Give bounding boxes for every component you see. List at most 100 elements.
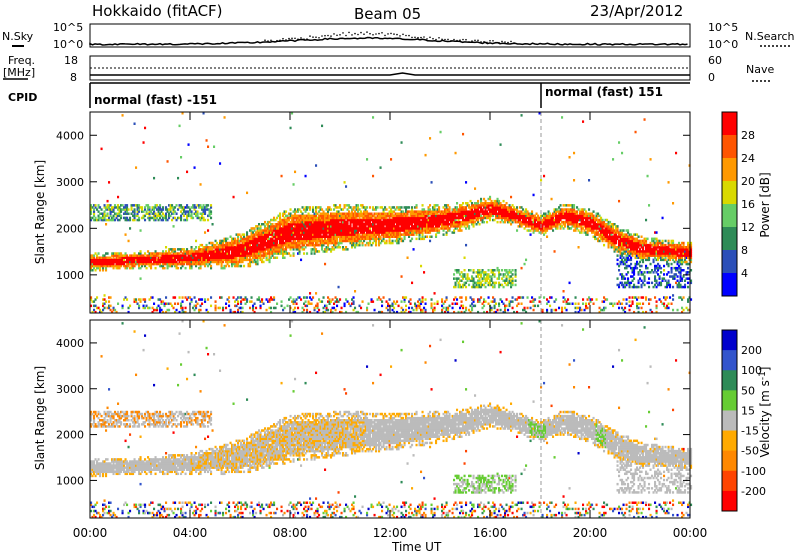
heatmap-cell xyxy=(111,264,114,268)
heatmap-cell xyxy=(181,208,184,211)
heatmap-cell xyxy=(364,216,367,220)
heatmap-cell xyxy=(337,243,340,247)
heatmap-cell xyxy=(238,254,241,257)
heatmap-cell xyxy=(297,227,300,230)
heatmap-cell xyxy=(138,256,141,259)
heatmap-cell xyxy=(181,296,184,299)
heatmap-cell xyxy=(279,248,282,251)
heatmap-cell xyxy=(111,254,114,257)
heatmap-cell xyxy=(337,206,340,209)
heatmap-cell xyxy=(343,214,346,218)
heatmap-cell xyxy=(177,266,180,270)
heatmap-cell xyxy=(154,214,157,218)
heatmap-cell xyxy=(132,254,135,257)
heatmap-cell xyxy=(555,298,558,301)
heatmap-cell xyxy=(399,235,402,238)
heatmap-cell xyxy=(330,233,333,236)
heatmap-cell xyxy=(420,308,423,312)
heatmap-cell xyxy=(259,227,262,230)
heatmap-cell xyxy=(330,241,333,245)
heatmap-cell xyxy=(213,256,216,259)
heatmap-cell xyxy=(259,252,262,255)
heatmap-cell xyxy=(345,204,348,207)
heatmap-cell xyxy=(315,292,318,295)
heatmap-cell xyxy=(259,256,262,259)
heatmap-cell xyxy=(345,225,348,228)
heatmap-cell xyxy=(358,235,361,238)
nsearch-dot xyxy=(405,34,407,37)
heatmap-cell xyxy=(219,248,222,251)
heatmap-cell xyxy=(325,227,328,230)
heatmap-cell xyxy=(216,256,219,259)
heatmap-cell xyxy=(319,212,322,215)
heatmap-cell xyxy=(391,225,394,228)
heatmap-cell xyxy=(234,264,237,268)
heatmap-cell xyxy=(333,208,336,211)
heatmap-cell xyxy=(426,220,429,224)
heatmap-cell xyxy=(256,248,259,251)
heatmap-cell xyxy=(306,237,309,241)
heatmap-cell xyxy=(192,206,195,209)
heatmap-cell xyxy=(390,231,393,234)
heatmap-cell xyxy=(358,212,361,215)
heatmap-cell xyxy=(274,246,277,249)
heatmap-cell xyxy=(393,223,396,226)
heatmap-cell xyxy=(205,243,208,247)
heatmap-cell xyxy=(414,214,417,218)
heatmap-cell xyxy=(189,210,192,213)
heatmap-cell xyxy=(172,252,175,255)
heatmap-cell xyxy=(333,233,336,236)
heatmap-cell xyxy=(177,262,180,266)
heatmap-cell xyxy=(93,214,96,218)
heatmap-cell xyxy=(100,218,103,222)
heatmap-cell xyxy=(369,237,372,241)
heatmap-cell xyxy=(255,246,258,249)
heatmap-cell xyxy=(421,233,424,236)
heatmap-cell xyxy=(250,241,253,245)
heatmap-cell xyxy=(177,208,180,211)
heatmap-cell xyxy=(351,220,354,224)
heatmap-cell xyxy=(387,235,390,238)
heatmap-cell xyxy=(313,227,316,230)
heatmap-cell xyxy=(255,241,258,245)
heatmap-cell xyxy=(97,204,100,207)
heatmap-cell xyxy=(202,208,205,211)
heatmap-cell xyxy=(222,239,225,243)
heatmap-cell xyxy=(274,225,277,228)
heatmap-cell xyxy=(382,235,385,238)
heatmap-cell xyxy=(274,252,277,255)
heatmap-cell xyxy=(229,248,232,251)
heatmap-cell xyxy=(361,220,364,224)
heatmap-cell xyxy=(270,237,273,241)
heatmap-cell xyxy=(174,262,177,266)
heatmap-cell xyxy=(411,210,414,213)
heatmap-cell xyxy=(130,254,133,257)
heatmap-cell xyxy=(289,227,292,230)
heatmap-cell xyxy=(312,241,315,245)
heatmap-cell xyxy=(303,241,306,245)
nsearch-dot xyxy=(408,34,410,37)
heatmap-cell xyxy=(292,218,295,222)
heatmap-cell xyxy=(243,252,246,255)
heatmap-cell xyxy=(235,243,238,247)
heatmap-cell xyxy=(90,210,93,213)
heatmap-cell xyxy=(418,225,421,228)
heatmap-cell xyxy=(240,310,243,314)
heatmap-cell xyxy=(232,246,235,249)
heatmap-cell xyxy=(355,231,358,234)
heatmap-cell xyxy=(133,208,136,211)
heatmap-cell xyxy=(298,229,301,232)
heatmap-cell xyxy=(156,216,159,220)
heatmap-cell xyxy=(102,266,105,270)
heatmap-cell xyxy=(234,310,237,314)
heatmap-cell xyxy=(286,216,289,220)
heatmap-cell xyxy=(246,233,249,236)
heatmap-cell xyxy=(420,220,423,224)
heatmap-cell xyxy=(420,223,423,226)
heatmap-cell xyxy=(363,214,366,218)
heatmap-cell xyxy=(426,214,429,218)
heatmap-cell xyxy=(253,258,256,262)
heatmap-cell xyxy=(351,233,354,236)
heatmap-cell xyxy=(267,235,270,238)
heatmap-cell xyxy=(276,225,279,228)
